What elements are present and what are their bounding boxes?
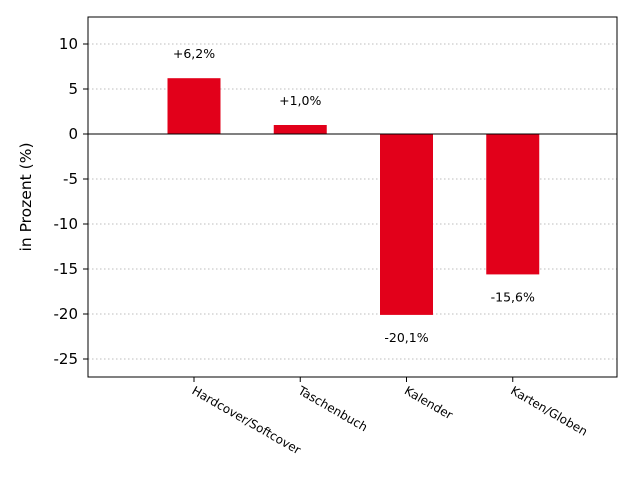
y-tick-label: 0 <box>68 125 78 143</box>
data-label: -20,1% <box>384 330 428 345</box>
data-label: -15,6% <box>491 289 535 304</box>
bar <box>167 78 221 134</box>
x-tick-label: Taschenbuch <box>295 383 370 434</box>
y-tick-label: -20 <box>54 305 79 323</box>
data-label: +1,0% <box>279 93 321 108</box>
plot-frame <box>87 16 618 378</box>
x-tick-label: Kalender <box>402 383 455 422</box>
y-axis-ticks: 10 5 0 -5 -10 -15 -20 -25 <box>54 35 88 368</box>
data-label: +6,2% <box>173 46 215 61</box>
y-axis-title: in Prozent (%) <box>17 143 35 252</box>
y-tick-label: -5 <box>63 170 78 188</box>
y-tick-label: -15 <box>54 260 79 278</box>
y-tick-label: 10 <box>59 35 78 53</box>
bar <box>273 125 327 134</box>
y-tick-label: -25 <box>54 350 79 368</box>
data-labels: +6,2% +1,0% -20,1% -15,6% <box>173 46 535 345</box>
bar <box>486 134 540 275</box>
bar <box>380 134 433 315</box>
x-tick-label: Karten/Globen <box>508 383 590 438</box>
y-tick-label: 5 <box>68 80 78 98</box>
x-tick-label: Hardcover/Softcover <box>190 383 304 457</box>
y-tick-label: -10 <box>54 215 79 233</box>
bars <box>167 78 540 315</box>
